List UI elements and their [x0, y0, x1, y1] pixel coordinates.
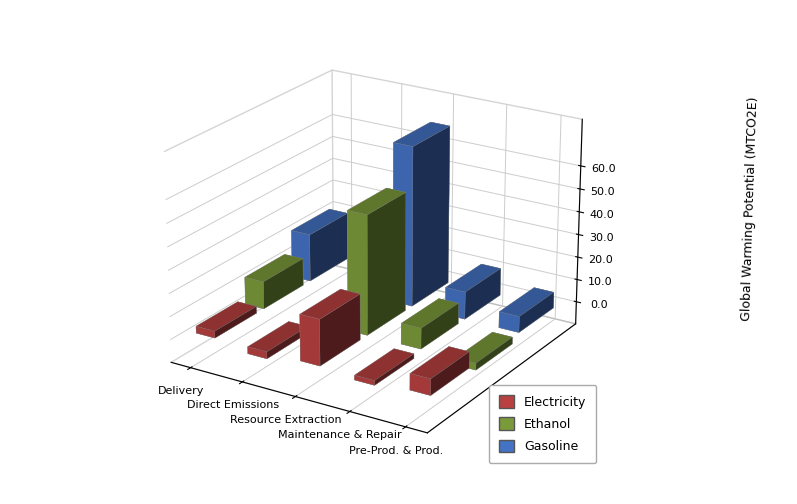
Legend: Electricity, Ethanol, Gasoline: Electricity, Ethanol, Gasoline: [489, 385, 596, 463]
